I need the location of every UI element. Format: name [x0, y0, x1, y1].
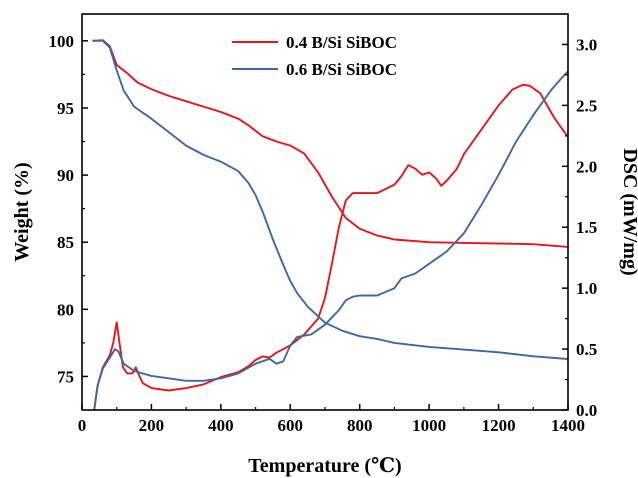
series-2-weight-line — [92, 39, 568, 360]
y-left-tick-label: 85 — [57, 233, 74, 252]
data-layer — [92, 39, 568, 410]
y-right-tick-label: 3.0 — [576, 35, 597, 54]
x-tick-label: 800 — [347, 416, 373, 435]
y-left-tick-label: 95 — [57, 99, 74, 118]
x-tick-label: 0 — [78, 416, 87, 435]
series-1-weight-line — [92, 39, 568, 248]
x-tick-label: 600 — [278, 416, 304, 435]
x-tick-label: 1200 — [482, 416, 516, 435]
y-right-tick-label: 2.5 — [576, 96, 597, 115]
y-right-tick-label: 0.0 — [576, 401, 597, 420]
y-right-axis-title: DSC (mW/mg) — [619, 148, 638, 275]
y-right-tick-label: 1.5 — [576, 218, 597, 237]
y-right-tick-label: 0.5 — [576, 340, 597, 359]
y-left-tick-label: 80 — [57, 300, 74, 319]
y-right-tick-label: 1.0 — [576, 279, 597, 298]
series-1-dsc-line — [93, 83, 568, 410]
series-2-dsc-line — [93, 70, 568, 410]
x-tick-label: 400 — [208, 416, 234, 435]
x-tick-label: 1400 — [551, 416, 585, 435]
x-axis-title: Temperature (℃) — [248, 455, 401, 477]
legend-label: 0.4 B/Si SiBOC — [286, 33, 397, 52]
y-left-axis-title: Weight (%) — [11, 162, 33, 261]
y-left-tick-label: 90 — [57, 166, 74, 185]
legend-label: 0.6 B/Si SiBOC — [286, 60, 397, 79]
legend: 0.4 B/Si SiBOC 0.6 B/Si SiBOC — [232, 33, 397, 79]
x-tick-label: 200 — [139, 416, 165, 435]
y-left-tick-label: 75 — [57, 367, 74, 386]
y-right-tick-label: 2.0 — [576, 157, 597, 176]
x-tick-label: 1000 — [412, 416, 446, 435]
y-left-tick-label: 100 — [49, 32, 75, 51]
tick-layer: 0 200 400 600 800 1000 1200 1400 75 80 85 90 95 100 0.… — [49, 32, 598, 435]
